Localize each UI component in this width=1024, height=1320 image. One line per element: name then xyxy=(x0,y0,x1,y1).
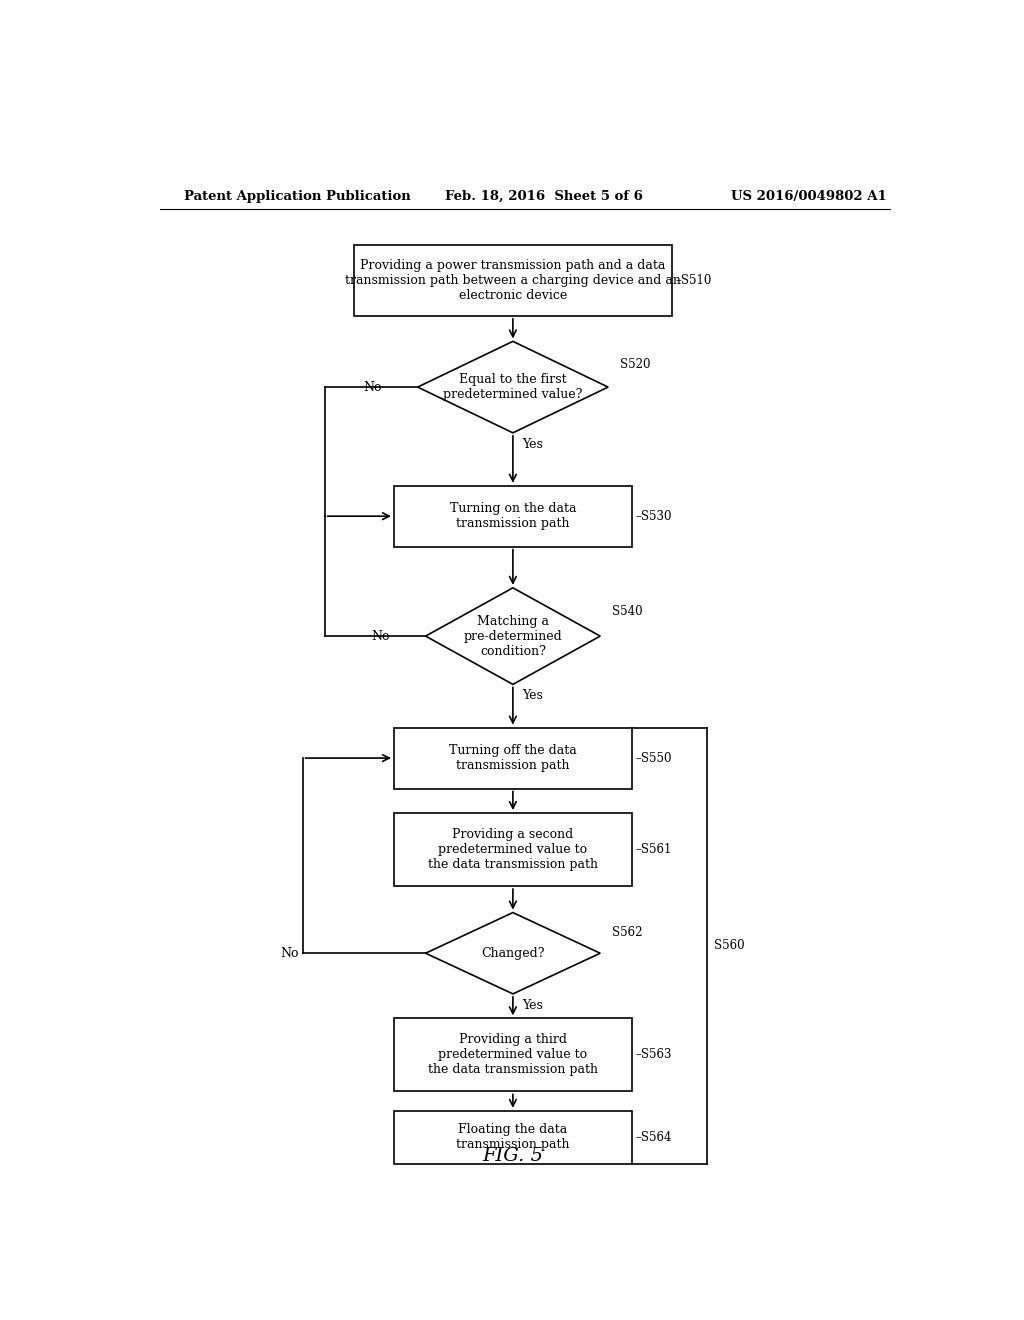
FancyBboxPatch shape xyxy=(394,1018,632,1092)
FancyBboxPatch shape xyxy=(354,244,672,315)
Text: Turning on the data
transmission path: Turning on the data transmission path xyxy=(450,502,577,531)
FancyBboxPatch shape xyxy=(394,813,632,886)
Text: S540: S540 xyxy=(612,606,643,619)
Text: –S550: –S550 xyxy=(636,751,673,764)
Text: Providing a second
predetermined value to
the data transmission path: Providing a second predetermined value t… xyxy=(428,828,598,871)
FancyBboxPatch shape xyxy=(394,486,632,546)
Text: FIG. 5: FIG. 5 xyxy=(482,1147,544,1164)
Text: S562: S562 xyxy=(612,927,643,940)
Polygon shape xyxy=(418,342,608,433)
Text: S560: S560 xyxy=(714,939,744,952)
Text: No: No xyxy=(364,380,382,393)
FancyBboxPatch shape xyxy=(394,1110,632,1164)
Text: –S510: –S510 xyxy=(676,273,712,286)
Text: US 2016/0049802 A1: US 2016/0049802 A1 xyxy=(731,190,887,202)
FancyBboxPatch shape xyxy=(394,727,632,788)
Text: No: No xyxy=(281,946,299,960)
Text: Floating the data
transmission path: Floating the data transmission path xyxy=(456,1123,569,1151)
Text: Yes: Yes xyxy=(522,999,544,1012)
Text: –S563: –S563 xyxy=(636,1048,673,1061)
Text: Turning off the data
transmission path: Turning off the data transmission path xyxy=(449,744,577,772)
Text: Providing a third
predetermined value to
the data transmission path: Providing a third predetermined value to… xyxy=(428,1034,598,1076)
Text: No: No xyxy=(372,630,390,643)
Polygon shape xyxy=(426,587,600,684)
Text: Providing a power transmission path and a data
transmission path between a charg: Providing a power transmission path and … xyxy=(345,259,681,302)
Text: Yes: Yes xyxy=(522,438,544,451)
Text: Patent Application Publication: Patent Application Publication xyxy=(183,190,411,202)
Text: Feb. 18, 2016  Sheet 5 of 6: Feb. 18, 2016 Sheet 5 of 6 xyxy=(445,190,643,202)
Text: –S564: –S564 xyxy=(636,1131,673,1143)
Text: –S561: –S561 xyxy=(636,843,673,857)
Text: Changed?: Changed? xyxy=(481,946,545,960)
Text: Yes: Yes xyxy=(522,689,544,702)
Text: S520: S520 xyxy=(620,358,650,371)
Text: Equal to the first
predetermined value?: Equal to the first predetermined value? xyxy=(443,374,583,401)
Text: –S530: –S530 xyxy=(636,510,673,523)
Polygon shape xyxy=(426,912,600,994)
Text: Matching a
pre-determined
condition?: Matching a pre-determined condition? xyxy=(464,615,562,657)
